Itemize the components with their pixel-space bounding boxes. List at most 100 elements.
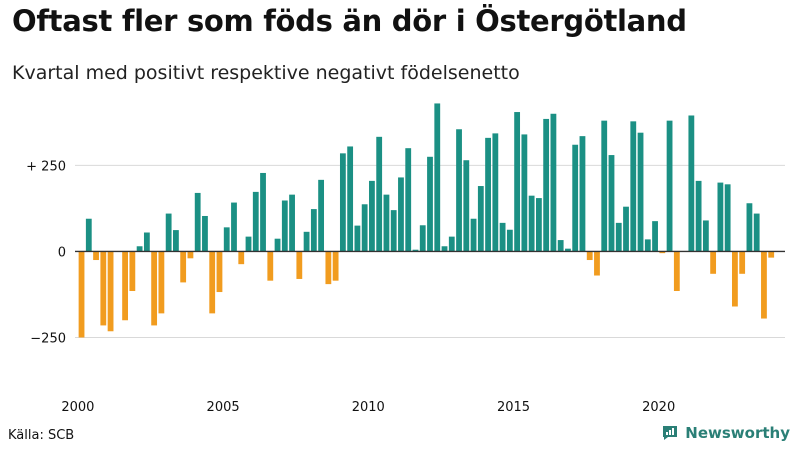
bar-positive bbox=[252, 191, 259, 252]
bar-positive bbox=[499, 222, 506, 252]
bar-positive bbox=[165, 213, 172, 252]
bar-positive bbox=[470, 218, 477, 252]
bar-positive bbox=[644, 239, 651, 252]
bar-positive bbox=[565, 248, 571, 252]
x-tick-label: 2000 bbox=[61, 400, 94, 415]
bar-positive bbox=[223, 227, 230, 252]
bar-positive bbox=[688, 115, 695, 252]
y-axis-labels: + 250 0 −250 bbox=[26, 159, 66, 346]
x-tick-label: 2010 bbox=[352, 400, 385, 415]
bar-positive bbox=[601, 120, 608, 252]
bar-negative bbox=[325, 251, 332, 285]
bar-positive bbox=[448, 236, 455, 252]
bar-positive bbox=[695, 180, 702, 252]
bar-negative bbox=[267, 251, 274, 281]
y-tick-label: 0 bbox=[58, 245, 66, 260]
bar-positive bbox=[231, 202, 237, 252]
bar-negative bbox=[594, 251, 600, 276]
bar-negative bbox=[180, 251, 187, 283]
bar-positive bbox=[143, 232, 150, 252]
bar-positive bbox=[579, 136, 586, 252]
bar-negative bbox=[78, 251, 85, 338]
bar-positive bbox=[383, 194, 390, 252]
bar-positive bbox=[405, 148, 412, 252]
bar-negative bbox=[761, 251, 767, 319]
bar-negative bbox=[296, 251, 303, 279]
bar-positive bbox=[202, 215, 208, 252]
bar-negative bbox=[107, 251, 114, 332]
chart-subtitle: Kvartal med positivt respektive negativt… bbox=[12, 62, 520, 84]
bar-positive bbox=[274, 238, 281, 252]
bar-positive bbox=[441, 246, 448, 252]
bar-positive bbox=[557, 240, 564, 252]
source-note: Källa: SCB bbox=[8, 428, 75, 443]
bar-positive bbox=[543, 118, 550, 252]
bar-positive bbox=[608, 155, 615, 252]
bar-negative bbox=[586, 251, 593, 261]
bar-positive bbox=[339, 153, 346, 252]
bar-positive bbox=[753, 213, 760, 252]
bar-positive bbox=[318, 179, 325, 252]
bar-negative bbox=[93, 251, 99, 261]
bar-negative bbox=[238, 251, 245, 265]
bar-negative bbox=[209, 251, 216, 314]
bar-positive bbox=[630, 121, 637, 252]
bar-positive bbox=[173, 230, 179, 252]
bar-negative bbox=[768, 251, 775, 258]
bar-positive bbox=[666, 120, 673, 252]
bar-positive bbox=[572, 144, 579, 252]
bar-negative bbox=[673, 251, 680, 292]
chart-title: Oftast fler som föds än dör i Östergötla… bbox=[12, 4, 687, 38]
bar-negative bbox=[151, 251, 158, 326]
bar-positive bbox=[419, 225, 426, 252]
bar-positive bbox=[434, 103, 441, 252]
bar-positive bbox=[361, 204, 368, 252]
bar-negative bbox=[158, 251, 165, 314]
bar-positive bbox=[194, 192, 201, 252]
bar-positive bbox=[506, 229, 513, 252]
bar-negative bbox=[659, 251, 666, 254]
bar-positive bbox=[477, 186, 484, 252]
newsworthy-logo[interactable]: Newsworthy bbox=[661, 424, 790, 442]
bar-positive bbox=[303, 231, 310, 252]
bar-negative bbox=[332, 251, 339, 281]
bar-positive bbox=[717, 182, 724, 252]
brand-name: Newsworthy bbox=[685, 424, 790, 442]
bar-positive bbox=[615, 222, 622, 252]
bar-negative bbox=[739, 251, 746, 274]
bar-positive bbox=[485, 137, 491, 252]
bar-negative bbox=[100, 251, 107, 326]
bar-positive bbox=[281, 200, 288, 252]
bar-positive bbox=[550, 113, 557, 252]
bar-negative bbox=[732, 251, 738, 307]
bars bbox=[78, 103, 775, 338]
bar-positive bbox=[412, 249, 419, 252]
bar-positive bbox=[347, 146, 354, 252]
bar-positive bbox=[652, 221, 658, 252]
chart-bubble-icon bbox=[663, 426, 678, 440]
bar-negative bbox=[129, 251, 136, 292]
bar-positive bbox=[245, 236, 252, 252]
bar-positive bbox=[85, 218, 92, 252]
x-tick-label: 2015 bbox=[497, 400, 530, 415]
bar-positive bbox=[369, 180, 375, 252]
bar-positive bbox=[637, 132, 644, 252]
bar-negative bbox=[710, 251, 717, 274]
bar-positive bbox=[463, 160, 470, 252]
x-axis-labels: 2000 2005 2010 2015 2020 bbox=[61, 400, 675, 415]
bar-negative bbox=[216, 251, 223, 293]
bar-positive bbox=[427, 156, 433, 252]
bar-positive bbox=[724, 184, 731, 252]
bar-positive bbox=[746, 203, 753, 252]
x-tick-label: 2020 bbox=[642, 400, 675, 415]
bar-negative bbox=[122, 251, 128, 321]
y-tick-label: + 250 bbox=[26, 159, 66, 174]
bar-chart: + 250 0 −250 2000 2005 2010 2015 2020 bbox=[26, 103, 785, 415]
bar-positive bbox=[492, 133, 499, 252]
bar-positive bbox=[521, 134, 528, 252]
bar-negative bbox=[187, 251, 194, 259]
bar-positive bbox=[376, 136, 383, 252]
bar-positive bbox=[289, 194, 295, 252]
bar-positive bbox=[456, 129, 462, 252]
bar-positive bbox=[535, 198, 542, 252]
